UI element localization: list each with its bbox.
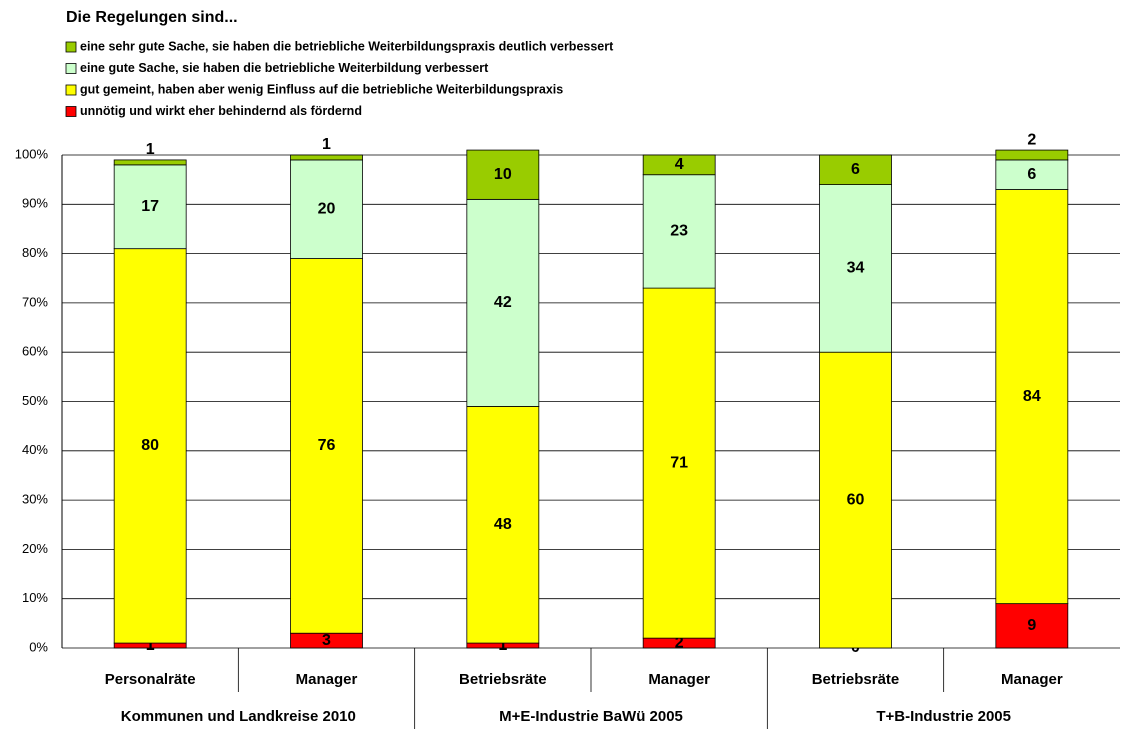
bar-segment xyxy=(466,198,540,407)
data-label: 48 xyxy=(494,516,512,533)
data-label: 20 xyxy=(318,200,336,217)
data-label: 2 xyxy=(675,634,684,651)
legend-label: eine sehr gute Sache, sie haben die betr… xyxy=(80,39,614,53)
bar-segment xyxy=(113,159,187,166)
bar-segment xyxy=(466,149,540,200)
data-label: 1 xyxy=(498,637,507,654)
bar-segment xyxy=(113,164,187,250)
x-tick-label: Betriebsräte xyxy=(459,671,547,688)
legend-label: unnötig und wirkt eher behindernd als fö… xyxy=(80,104,362,118)
data-label: 1 xyxy=(322,136,331,153)
chart-title: Die Regelungen sind... xyxy=(66,9,238,26)
data-label: 17 xyxy=(141,198,159,215)
bar-segment xyxy=(642,174,716,289)
data-label: 71 xyxy=(670,454,688,471)
x-tick-label: Betriebsräte xyxy=(812,671,900,688)
legend-swatch xyxy=(65,41,77,53)
legend-swatch xyxy=(65,106,77,117)
bar-segment xyxy=(995,159,1069,190)
group-label: Kommunen und Landkreise 2010 xyxy=(121,708,356,725)
x-tick-label: Manager xyxy=(296,671,358,688)
y-tick-label: 90% xyxy=(22,196,48,211)
bar-segment xyxy=(290,154,363,161)
y-tick-label: 70% xyxy=(22,294,48,309)
y-tick-label: 60% xyxy=(22,344,48,359)
data-label: 9 xyxy=(1027,617,1036,634)
bar-segment xyxy=(995,189,1069,605)
legend-swatch xyxy=(65,84,77,96)
data-label: 6 xyxy=(851,161,860,178)
data-label: 3 xyxy=(322,632,331,649)
legend-label: gut gemeint, haben aber wenig Einfluss a… xyxy=(80,82,563,96)
x-tick-label: Manager xyxy=(648,671,710,688)
y-tick-label: 80% xyxy=(22,245,48,260)
data-label: 1 xyxy=(146,141,155,158)
y-tick-label: 100% xyxy=(15,146,49,161)
data-label: 76 xyxy=(318,437,336,454)
x-tick-label: Personalräte xyxy=(105,671,196,688)
y-tick-label: 0% xyxy=(29,639,48,654)
bar-segment xyxy=(642,287,716,639)
legend-label: eine gute Sache, sie haben die betriebli… xyxy=(80,61,489,75)
y-tick-label: 20% xyxy=(22,541,48,556)
data-label: 2 xyxy=(1027,131,1036,148)
y-tick-label: 50% xyxy=(22,393,48,408)
legend-swatch xyxy=(65,63,77,74)
data-label: 80 xyxy=(141,437,159,454)
y-tick-label: 10% xyxy=(22,590,48,605)
data-label: 42 xyxy=(494,294,512,311)
group-label: T+B-Industrie 2005 xyxy=(876,708,1011,725)
bar-segment xyxy=(290,258,363,634)
bar-segment xyxy=(819,154,892,185)
y-tick-label: 30% xyxy=(22,492,48,507)
data-label: 23 xyxy=(670,223,688,240)
data-label: 10 xyxy=(494,166,512,183)
data-label: 60 xyxy=(847,491,865,508)
data-label: 4 xyxy=(675,156,684,173)
bar-segment xyxy=(113,248,187,644)
x-tick-label: Manager xyxy=(1001,671,1063,688)
data-label: 34 xyxy=(847,260,865,277)
data-label: 84 xyxy=(1023,388,1041,405)
bar-segment xyxy=(995,149,1069,161)
y-tick-label: 40% xyxy=(22,442,48,457)
bar-segment xyxy=(642,154,716,176)
data-label: 1 xyxy=(146,637,155,654)
bar-segment xyxy=(466,406,540,644)
bar-segment xyxy=(290,159,363,259)
group-label: M+E-Industrie BaWü 2005 xyxy=(499,708,683,725)
data-label: 6 xyxy=(1027,166,1036,183)
